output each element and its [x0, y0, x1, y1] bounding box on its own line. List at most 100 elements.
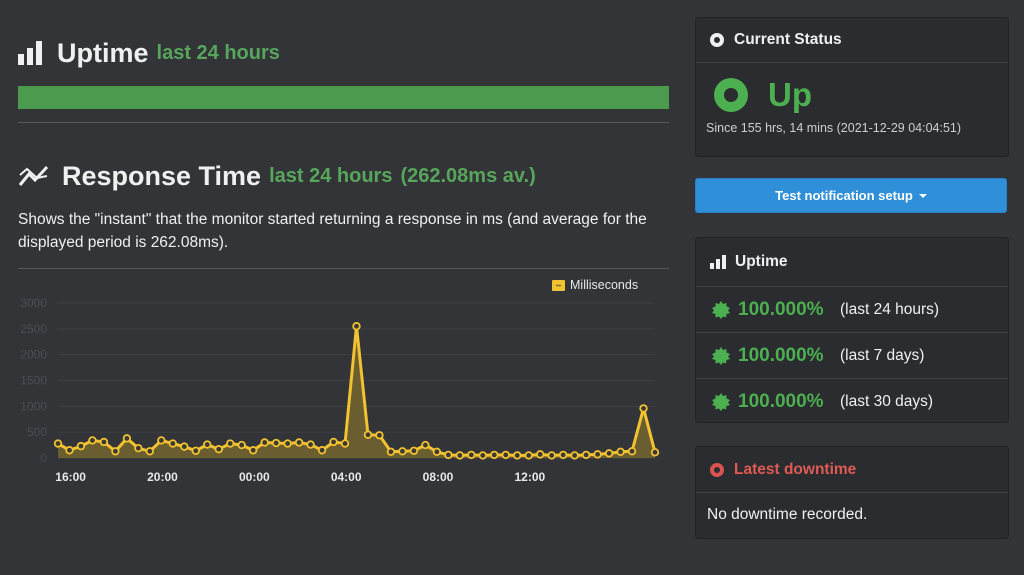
response-time-heading: Response Time last 24 hours (262.08ms av… [18, 158, 536, 194]
data-point [340, 439, 350, 448]
data-point [570, 451, 579, 460]
latest-downtime-title: Latest downtime [734, 460, 857, 478]
badge-check-icon [712, 346, 730, 365]
data-point [467, 450, 476, 460]
uptime-value: 100.000% [738, 390, 824, 412]
data-point [317, 446, 327, 455]
data-point [111, 447, 120, 456]
response-time-chart: 0 500 1000 1500 2000 2500 3000 16:00 20:00 00:00 0… [20, 278, 660, 484]
data-point [260, 438, 269, 447]
series-area [58, 326, 655, 458]
data-point [386, 447, 396, 456]
data-point [248, 446, 258, 455]
data-point [237, 440, 246, 450]
data-point [99, 437, 109, 447]
x-tick-label: 16:00 [55, 470, 86, 484]
response-time-period: last 24 hours [269, 164, 393, 187]
data-point [547, 451, 556, 460]
uptime-bar [18, 86, 669, 109]
caret-down-icon [918, 193, 927, 198]
data-point [65, 446, 74, 455]
test-notification-button[interactable]: Test notification setup [695, 178, 1007, 213]
data-point [88, 436, 97, 445]
current-status-label: Current Status [734, 31, 842, 48]
uptime-period: last 24 hours [156, 41, 280, 64]
data-point [490, 450, 499, 460]
data-point [639, 404, 648, 413]
data-point [271, 438, 281, 448]
y-tick-label: 1000 [20, 399, 47, 413]
uptime-value: 100.000% [738, 298, 824, 320]
data-point [145, 447, 155, 456]
latest-downtime-card: Latest downtime No downtime recorded. [695, 446, 1009, 539]
data-point [294, 438, 304, 447]
data-point [306, 440, 315, 449]
badge-check-icon [712, 392, 730, 411]
y-tick-label: 3000 [20, 296, 47, 310]
data-point [444, 450, 453, 460]
data-point [421, 440, 430, 450]
data-point [76, 441, 86, 451]
status-dot-icon [710, 33, 724, 47]
data-point [329, 437, 338, 447]
data-point [593, 450, 602, 459]
data-point [581, 450, 591, 460]
data-point [558, 450, 568, 460]
uptime-card-title: Uptime [735, 253, 788, 270]
data-point [513, 451, 522, 460]
current-status-header: Current Status [696, 18, 1008, 63]
data-point [363, 430, 373, 439]
line-chart-icon [18, 165, 49, 186]
data-point [214, 445, 223, 454]
data-point [283, 439, 292, 448]
data-point [375, 431, 384, 440]
data-point [134, 443, 143, 453]
status-text: Up [768, 76, 812, 113]
uptime-row: 100.000% (last 24 hours) [696, 287, 1008, 333]
y-tick-label: 2500 [20, 322, 47, 336]
bar-chart-icon [710, 255, 726, 269]
y-tick-label: 500 [27, 425, 47, 439]
data-point [122, 434, 132, 443]
data-point [180, 442, 189, 451]
downtime-message: No downtime recorded. [707, 506, 868, 523]
status-since: Since 155 hrs, 14 mins (2021-12-29 04:04… [706, 121, 962, 135]
current-status-card: Current Status Up Since 155 hrs, 14 mins… [695, 17, 1009, 157]
uptime-row: 100.000% (last 30 days) [696, 379, 1008, 424]
data-point [157, 436, 166, 445]
data-point [53, 439, 63, 448]
data-point [409, 446, 419, 455]
y-tick-label: 1500 [20, 374, 47, 388]
uptime-value: 100.000% [738, 344, 824, 366]
data-point [501, 450, 510, 460]
y-tick-label: 0 [40, 451, 47, 465]
alert-dot-icon [710, 462, 724, 477]
up-circle-icon [714, 78, 748, 112]
uptime-heading: Uptime last 24 hours [18, 35, 280, 71]
legend-label: Milliseconds [570, 278, 638, 292]
status-indicator: Up [696, 69, 1008, 121]
data-point [226, 439, 235, 448]
data-point [398, 447, 407, 456]
data-point [650, 448, 660, 457]
uptime-card-header: Uptime [696, 238, 1008, 287]
x-tick-label: 08:00 [423, 470, 454, 484]
data-point [535, 450, 545, 459]
data-point [352, 322, 361, 331]
x-tick-label: 12:00 [515, 470, 546, 484]
x-tick-label: 20:00 [147, 470, 178, 484]
uptime-title: Uptime [57, 37, 149, 68]
latest-downtime-header: Latest downtime [696, 447, 1008, 493]
response-time-description: Shows the "instant" that the monitor sta… [18, 211, 647, 251]
data-point [168, 439, 178, 448]
data-point [191, 446, 200, 455]
response-time-average: (262.08ms av.) [400, 164, 536, 187]
badge-check-icon [712, 300, 730, 319]
divider [18, 122, 669, 123]
bar-chart-icon [18, 41, 44, 65]
data-point [616, 447, 625, 456]
uptime-period-label: (last 7 days) [840, 346, 925, 364]
uptime-period-label: (last 30 days) [840, 392, 934, 410]
x-tick-label: 04:00 [331, 470, 362, 484]
divider [18, 268, 669, 269]
